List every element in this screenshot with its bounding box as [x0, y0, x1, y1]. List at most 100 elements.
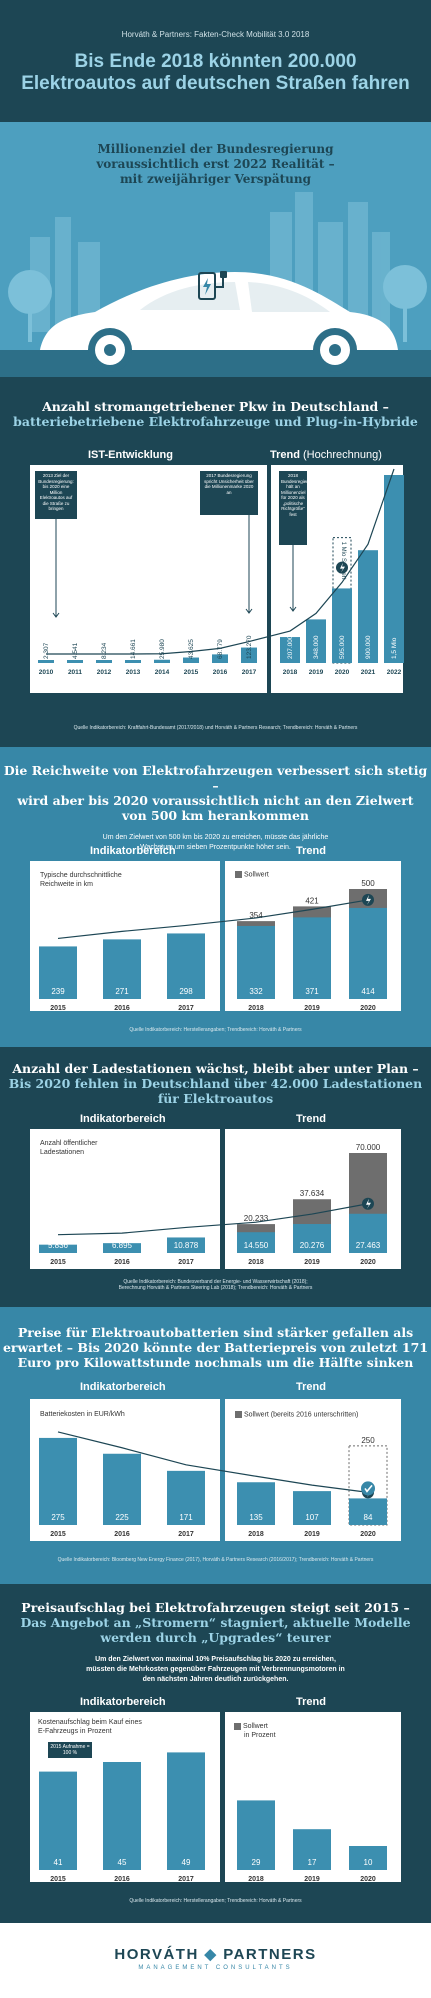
x-label-2021: 2021 — [361, 669, 376, 676]
battery-panel-label: Batteriekosten in EUR/kWh — [40, 1411, 125, 1418]
x-label-2015: 2015 — [184, 669, 199, 676]
bar-2018 — [237, 1482, 275, 1525]
x-label-2020: 2020 — [360, 1876, 376, 1883]
value-label-2010: 2.307 — [43, 642, 50, 659]
note-text-2: 2018 Bundesregierung hält an Millionenzi… — [281, 473, 307, 517]
bar-2022 — [384, 475, 404, 663]
bar-2020 — [332, 588, 352, 663]
label-trend-battery: Trend — [296, 1381, 326, 1393]
x-label-2018: 2018 — [248, 1531, 264, 1538]
header: Horváth & Partners: Fakten-Check Mobilit… — [0, 0, 431, 122]
target-value-2020: 250 — [361, 1436, 375, 1445]
x-label-2015: 2015 — [50, 1005, 66, 1012]
label-ind-premium: Indikatorbereich — [80, 1696, 166, 1708]
label-ind-battery: Indikatorbereich — [80, 1381, 166, 1393]
value-label-2018: 135 — [249, 1513, 263, 1522]
note-text-2: 2018 Bundesregierung hält an Millionenzi… — [281, 473, 307, 517]
x-label-2016: 2016 — [114, 1259, 130, 1266]
x-label-2017: 2017 — [242, 669, 257, 676]
target-value-2018: 20.233 — [244, 1214, 269, 1223]
trend-curve — [57, 1431, 369, 1493]
section-charging-title: Anzahl der Ladestationen wächst, bleibt … — [8, 1061, 423, 1106]
chart-charging: 5.836 2015 6.895 2016 10.878 2017 20.233 14.550… — [39, 1143, 387, 1266]
value-label-2017: 10.878 — [174, 1241, 199, 1250]
bar-2017 — [167, 933, 205, 999]
check-icon — [361, 1481, 375, 1496]
value-label-2011: 4.541 — [72, 642, 79, 659]
bar-2017 — [167, 1237, 205, 1253]
target-value-2020: 70.000 — [356, 1143, 381, 1152]
x-label-2017: 2017 — [178, 1876, 194, 1883]
value-label-2017: 171 — [179, 1513, 193, 1522]
value-label-2017: 49 — [182, 1858, 191, 1867]
premium-panel-label: Kostenaufschlag beim Kauf eines E-Fahrze… — [38, 1719, 142, 1735]
legend-swatch — [234, 1723, 241, 1730]
footer: HORVÁTH ◆ PARTNERS MANAGEMENT CONSULTANT… — [0, 1923, 431, 1998]
section-battery-title: Preise für Elektroautobatterien sind stä… — [2, 1325, 429, 1370]
value-label-2017: 298 — [179, 987, 193, 996]
label-trend: Trend (Hochrechnung) — [270, 449, 382, 461]
battery-legend: Sollwert (bereits 2016 unterschritten) — [235, 1411, 358, 1418]
bolt-glyph-icon — [366, 1198, 371, 1209]
x-label-2022: 2022 — [387, 669, 402, 676]
value-label-2015: 43.625 — [188, 639, 195, 659]
footer-logo-sub: MANAGEMENT CONSULTANTS — [138, 1965, 293, 1971]
value-label-2016: 225 — [115, 1513, 129, 1522]
value-label-2013: 14.661 — [130, 639, 137, 659]
source-charging: Quelle Indikatorbereich: Bundesverband d… — [118, 1279, 313, 1291]
bar-2016 — [103, 939, 141, 999]
section-premium-subtitle: Um den Zielwert von maximal 10% Preisauf… — [86, 1656, 345, 1683]
hero-line-2: voraussichtlich erst 2022 Realität – — [96, 157, 335, 171]
value-label-2020: 10 — [364, 1858, 373, 1867]
target-value-2020: 500 — [361, 879, 375, 888]
x-label-2016: 2016 — [114, 1531, 130, 1538]
section-charging: Anzahl der Ladestationen wächst, bleibt … — [0, 1047, 431, 1307]
label-ind-charging: Indikatorbereich — [80, 1113, 166, 1125]
x-label-2013: 2013 — [126, 669, 141, 676]
value-label-2016: 45 — [118, 1858, 127, 1867]
x-label-2018: 2018 — [248, 1876, 264, 1883]
x-label-2018: 2018 — [248, 1259, 264, 1266]
value-label-2016: 271 — [115, 987, 129, 996]
bar-2016 — [212, 654, 228, 663]
chart-premium: 41 2015 45 2016 49 2017 29 2018 17 2019 10 2020 — [39, 1752, 387, 1883]
note-box-2 — [279, 471, 307, 545]
x-label-2018: 2018 — [248, 1005, 264, 1012]
premium-legend: Sollwert in Prozent — [234, 1722, 276, 1740]
x-label-2019: 2019 — [309, 669, 324, 676]
note-text-0: 2013 Ziel der Bundesregierung: bis 2020 … — [38, 473, 74, 511]
section-range-title: Die Reichweite von Elektrofahrzeugen ver… — [3, 763, 428, 823]
x-label-2020: 2020 — [360, 1259, 376, 1266]
value-label-2020: 84 — [364, 1513, 373, 1522]
x-label-2019: 2019 — [304, 1876, 320, 1883]
hero-line-3: mit zweijähriger Verspätung — [119, 172, 312, 186]
target-label: 1 Mio Sollwert — [340, 542, 346, 580]
bar-2019 — [293, 1491, 331, 1525]
hero: Millionenziel der Bundesregierung voraus… — [0, 122, 431, 377]
x-label-2020: 2020 — [335, 669, 350, 676]
bar-2011 — [67, 660, 83, 663]
value-label-2020: 27.463 — [356, 1241, 381, 1250]
trend-curve — [57, 1203, 369, 1236]
bar-2018 — [237, 925, 275, 999]
hero-text: Millionenziel der Bundesregierung voraus… — [0, 142, 431, 187]
value-label-2021: 900.000 — [365, 635, 372, 659]
bar-2016 — [103, 1762, 141, 1870]
bar-2020 — [349, 1213, 387, 1253]
trend-curve — [46, 468, 395, 655]
x-label-2015: 2015 — [50, 1259, 66, 1266]
label-trend-premium: Trend — [296, 1696, 326, 1708]
target-value-2019: 37.634 — [300, 1189, 325, 1198]
x-label-2016: 2016 — [114, 1876, 130, 1883]
value-label-2020: 414 — [361, 987, 375, 996]
x-label-2019: 2019 — [304, 1259, 320, 1266]
bar-2019 — [306, 619, 326, 663]
value-label-2018: 14.550 — [244, 1241, 269, 1250]
legend-swatch — [235, 1411, 242, 1418]
x-label-2019: 2019 — [304, 1005, 320, 1012]
x-label-2014: 2014 — [155, 669, 170, 676]
bar-2019 — [293, 1829, 331, 1870]
value-label-2015: 239 — [51, 987, 65, 996]
value-label-2019: 17 — [308, 1858, 317, 1867]
section-battery: Preise für Elektroautobatterien sind stä… — [0, 1307, 431, 1584]
